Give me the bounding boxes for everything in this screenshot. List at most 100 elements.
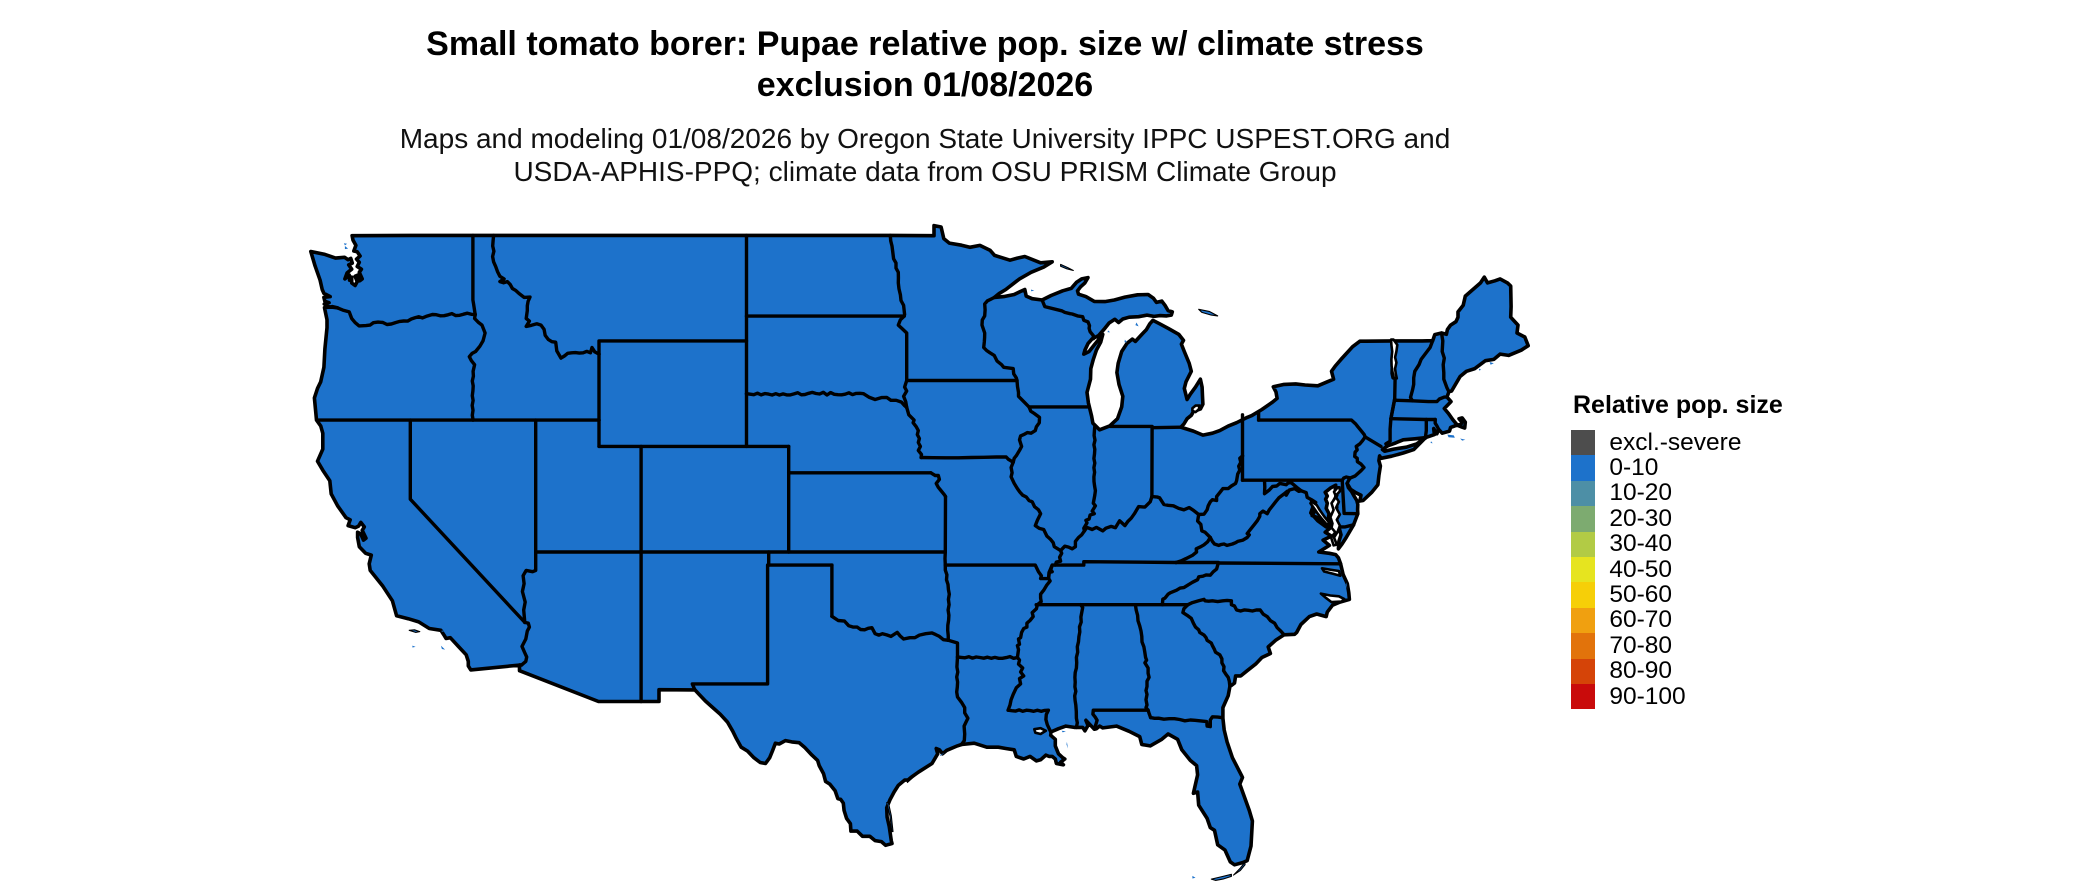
legend-swatch-20-30 — [1571, 506, 1596, 532]
border-ga-sc — [1181, 603, 1232, 689]
border-ky-va — [1174, 535, 1212, 565]
island-22 — [1198, 308, 1219, 317]
legend-label-60-70: 60-70 — [1609, 606, 1673, 634]
island-24 — [1489, 362, 1494, 365]
legend-swatch-30-40 — [1571, 531, 1596, 557]
border-tx-ar — [946, 638, 960, 659]
legend-item-10-20: 10-20 — [1571, 479, 1783, 507]
island-6 — [1447, 434, 1455, 438]
legend-item-20-30: 20-30 — [1571, 504, 1783, 532]
border-or-id — [467, 312, 487, 422]
legend-swatch-excl.-severe — [1571, 430, 1596, 456]
us-outline — [309, 223, 1530, 867]
legend-swatch-60-70 — [1571, 607, 1596, 634]
border-wa-id — [471, 233, 477, 317]
border-al-fl — [1091, 708, 1150, 731]
legend-label-20-30: 20-30 — [1609, 504, 1673, 532]
island-0 — [1060, 263, 1074, 272]
lake-st-clair — [1191, 404, 1201, 414]
albemarle-sound — [1320, 567, 1342, 577]
island-1 — [1031, 289, 1035, 292]
border-vt-nh — [1408, 339, 1435, 403]
legend-swatch-80-90 — [1571, 658, 1596, 684]
border-ne-ia-mo — [905, 405, 924, 460]
legend-title: Relative pop. size — [1573, 391, 1783, 419]
legend-item-50-60: 50-60 — [1571, 581, 1783, 608]
border-mi-oh-in — [1108, 424, 1183, 430]
border-va-wv — [1208, 486, 1303, 548]
border-ga-fl — [1148, 715, 1224, 729]
island-9 — [412, 645, 416, 648]
border-oh-riv-in — [1082, 494, 1154, 533]
border-ny-ma — [1389, 397, 1397, 421]
border-ky-tn — [1053, 560, 1178, 567]
island-11 — [441, 630, 444, 632]
border-vt-ma-n — [1393, 397, 1415, 403]
island-20 — [1210, 873, 1232, 881]
border-mi-wi — [1040, 298, 1095, 341]
border-ms-riv — [980, 295, 1064, 712]
border-ar-la-33 — [955, 654, 1020, 660]
island-2 — [1135, 322, 1139, 327]
border-ri-ma — [1433, 417, 1441, 432]
legend-item-80-90: 80-90 — [1571, 657, 1783, 685]
legend-label-80-90: 80-90 — [1609, 657, 1673, 685]
border-wv-md — [1262, 478, 1303, 496]
border-mt-wy — [597, 339, 749, 356]
border-va-nc — [1216, 561, 1343, 566]
legend-label-90-100: 90-100 — [1609, 682, 1686, 710]
border-ny-nj — [1363, 435, 1383, 449]
legend-swatch-50-60 — [1571, 582, 1596, 608]
border-ny-pa — [1256, 418, 1367, 439]
border-nj-pa-del — [1348, 435, 1367, 480]
chesapeake-bay — [1329, 486, 1342, 547]
legend-label-excl.-severe: excl.-severe — [1609, 428, 1742, 456]
border-sd-ne — [744, 390, 909, 410]
legend-label-10-20: 10-20 — [1609, 479, 1673, 507]
legend-item-60-70: 60-70 — [1571, 606, 1783, 634]
legend-label-30-40: 30-40 — [1609, 530, 1673, 558]
border-ca-nv — [408, 418, 527, 625]
potomac-river-arm — [1309, 500, 1331, 527]
island-17 — [1066, 741, 1068, 749]
subtitle-line-1: Maps and modeling 01/08/2026 by Oregon S… — [399, 123, 1451, 155]
island-12 — [344, 246, 349, 250]
island-7 — [1460, 438, 1466, 441]
border-la-ms-31 — [1006, 708, 1053, 734]
legend-swatch-0-10 — [1571, 455, 1596, 481]
border-oh-riv-il — [1058, 529, 1087, 553]
island-25 — [1479, 368, 1482, 371]
border-ct-ri — [1423, 417, 1428, 440]
border-wa-or — [335, 306, 477, 328]
border-nh-me — [1439, 331, 1451, 394]
border-mn-nd — [888, 233, 907, 318]
legend-label-40-50: 40-50 — [1609, 555, 1673, 583]
title-line-1: Small tomato borer: Pupae relative pop. … — [426, 24, 1424, 63]
border-mn-sd — [896, 314, 909, 383]
island-13 — [343, 243, 348, 246]
island-8 — [408, 629, 421, 633]
legend-swatch-70-80 — [1571, 633, 1596, 659]
border-oh-riv-ky — [1150, 494, 1201, 517]
border-ky-wv — [1195, 512, 1212, 540]
border-md-de — [1340, 478, 1360, 516]
border-ny-ct — [1384, 417, 1393, 449]
subtitle-line-2: USDA-APHIS-PPQ; climate data from OSU PR… — [513, 156, 1337, 188]
legend-swatch-90-100 — [1571, 683, 1596, 710]
title-line-2: exclusion 01/08/2026 — [756, 65, 1094, 104]
figure-subtitle: Maps and modeling 01/08/2026 by Oregon S… — [400, 122, 1451, 188]
legend-swatch-10-20 — [1571, 480, 1596, 507]
legend-item-30-40: 30-40 — [1571, 530, 1783, 558]
legend-label-70-80: 70-80 — [1609, 631, 1673, 659]
border-il-in — [1082, 424, 1098, 533]
border-ms-al — [1073, 603, 1085, 730]
border-nc-sc — [1186, 597, 1286, 637]
legend-item-0-10: 0-10 — [1571, 454, 1783, 481]
pamlico-sound — [1319, 592, 1346, 604]
border-id-mt — [490, 233, 601, 360]
island-5 — [1430, 441, 1433, 444]
island-16 — [939, 752, 945, 756]
border-ok-ar-mo — [943, 550, 951, 642]
